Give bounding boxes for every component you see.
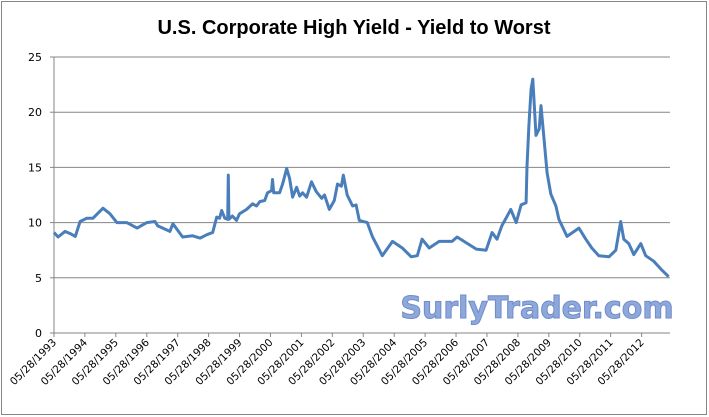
y-tick-label: 0 — [35, 327, 42, 340]
y-axis: 0 5 10 15 20 25 — [28, 51, 55, 340]
y-tick-label: 25 — [28, 51, 42, 64]
watermark: SurlyTrader.com — [400, 291, 673, 326]
series-group — [52, 77, 670, 278]
y-tick-label: 15 — [28, 161, 42, 174]
y-tick-label: 20 — [28, 106, 42, 119]
chart-title: U.S. Corporate High Yield - Yield to Wor… — [157, 17, 550, 39]
y-tick-label: 10 — [28, 217, 42, 230]
y-tick-label: 5 — [35, 272, 42, 285]
